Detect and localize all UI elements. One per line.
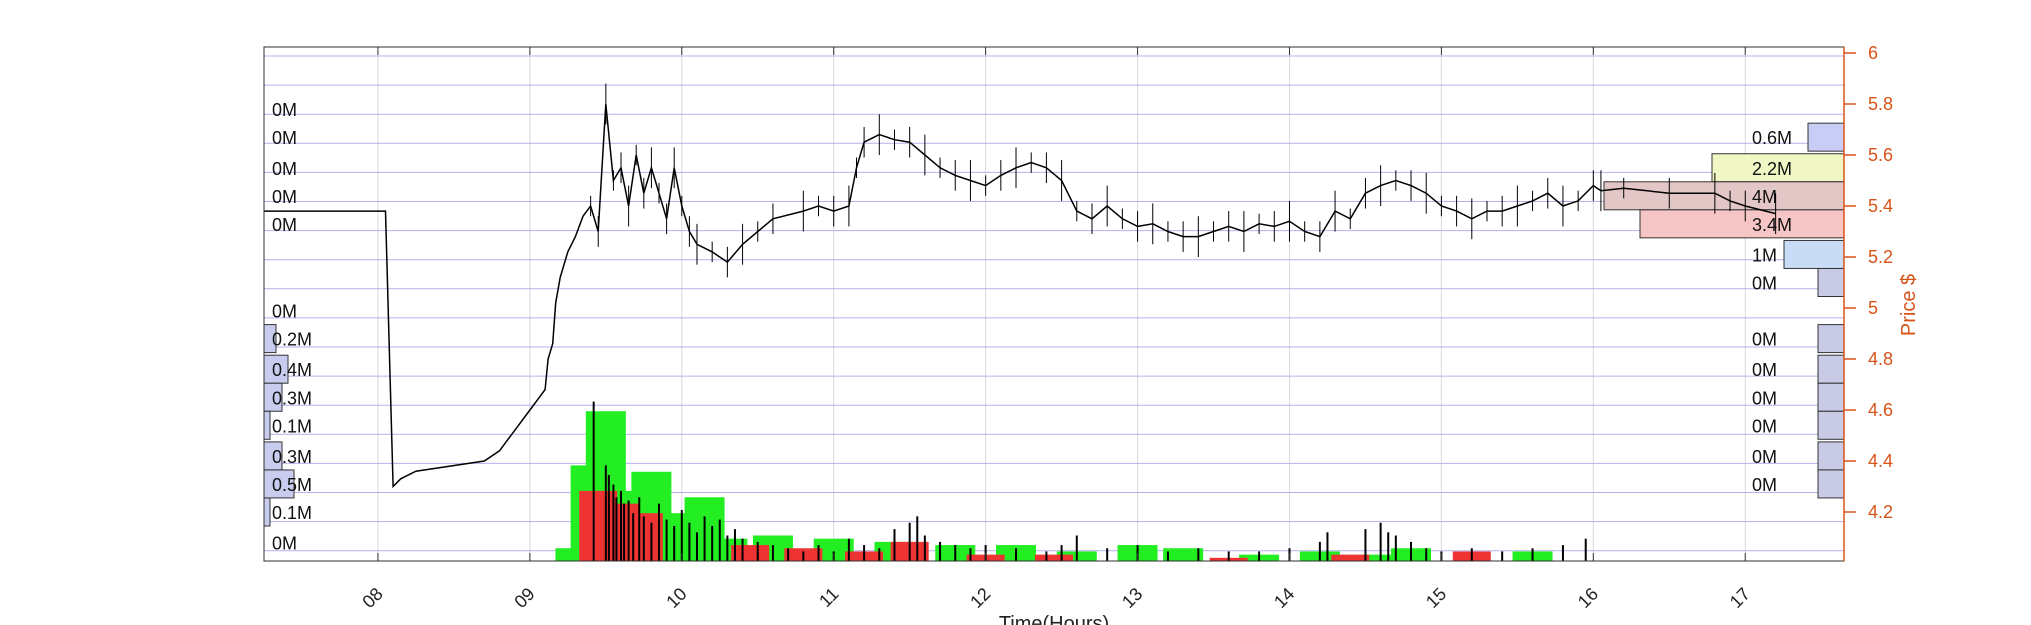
y-tick-label: 4.6 (1868, 400, 1893, 420)
x-tick-label: 14 (1270, 584, 1298, 612)
right-profile-label: 0M (1752, 416, 1777, 436)
right-profile-label: 0M (1752, 360, 1777, 380)
right-profile-bar (1817, 441, 1845, 471)
left-profile-bar (263, 497, 271, 527)
right-profile-bar (1817, 469, 1845, 499)
x-axis-label: Time(Hours) (999, 613, 1109, 625)
left-profile-bar (263, 410, 271, 440)
right-profile-bar (1807, 122, 1845, 152)
y-tick-label: 5 (1868, 298, 1878, 318)
volume-bar-down (1331, 554, 1370, 561)
left-profile-label: 0M (272, 159, 297, 179)
right-profile-bar (1603, 181, 1845, 211)
price-line (264, 103, 1776, 489)
right-profile-label: 3.4M (1752, 215, 1792, 235)
y-tick-label: 5.2 (1868, 247, 1893, 267)
left-profile-label: 0.2M (272, 330, 312, 350)
y-tick-label: 6 (1868, 43, 1878, 63)
y-tick-label: 4.8 (1868, 349, 1893, 369)
left-profile-bar (263, 354, 289, 384)
right-profile-label: 0M (1752, 274, 1777, 294)
x-tick-label: 08 (358, 584, 386, 612)
left-profile-label: 0.5M (272, 475, 312, 495)
right-profile-bar (1817, 268, 1845, 297)
right-profile-label: 1M (1752, 245, 1777, 265)
volume-bar-down (731, 545, 770, 561)
right-profile-label: 0.6M (1752, 128, 1792, 148)
right-profile-bar (1817, 354, 1845, 384)
price-series (264, 83, 1777, 489)
left-profile-label: 0.4M (272, 360, 312, 380)
right-profile-label: 4M (1752, 187, 1777, 207)
x-tick-label: 10 (662, 584, 690, 612)
plot-area-frame (263, 46, 1845, 562)
right-profile-label: 0M (1752, 330, 1777, 350)
left-profile-label: 0M (272, 215, 297, 235)
y-axis-label: Price $ (1898, 274, 1920, 336)
volume-bars (555, 401, 1587, 561)
right-profile-bar (1817, 324, 1845, 354)
left-profile-label: 0M (272, 187, 297, 207)
x-tick-label: 11 (815, 584, 842, 611)
right-profile-label: 2.2M (1752, 159, 1792, 179)
x-tick-label: 12 (966, 584, 994, 612)
left-profile-label: 0M (272, 128, 297, 148)
y-tick-label: 5.6 (1868, 145, 1893, 165)
y-tick-label: 5.8 (1868, 94, 1893, 114)
y-tick-label: 4.2 (1868, 502, 1893, 522)
left-profile-label: 0M (272, 534, 297, 554)
right-profile-bar (1817, 382, 1845, 412)
x-tick-label: 15 (1422, 584, 1450, 612)
right-profile-bar (1817, 410, 1845, 440)
right-profile-label: 0M (1752, 388, 1777, 408)
left-profile-label: 0.1M (272, 416, 312, 436)
volume-bar-down (1035, 554, 1073, 561)
volume-bar-up (1163, 548, 1204, 561)
right-profile-bar (1711, 153, 1845, 183)
x-tick-label: 13 (1118, 584, 1146, 612)
left-profile-label: 0.3M (272, 388, 312, 408)
left-profile-label: 0.3M (272, 447, 312, 467)
x-tick-label: 17 (1726, 584, 1754, 612)
x-tick-label: 09 (510, 584, 538, 612)
left-profile-label: 0M (272, 100, 297, 120)
volume-bar-up (813, 538, 854, 561)
right-profile-label: 0M (1752, 475, 1777, 495)
right-profile-label: 0M (1752, 447, 1777, 467)
left-profile-label: 0.1M (272, 503, 312, 523)
y-tick-label: 5.4 (1868, 196, 1893, 216)
right-profile-bar (1639, 209, 1845, 239)
volume-profile: 0M 0M 0M 0M 0M 0M 0.2M 0.4M 0.3M 0.1M 0.3M 0.5M 0.1M… (263, 100, 1845, 554)
y-tick-label: 4.4 (1868, 451, 1893, 471)
left-profile-label: 0M (272, 302, 297, 322)
right-profile-bar (1783, 239, 1845, 269)
grid-lines (264, 47, 1844, 561)
x-tick-label: 16 (1574, 584, 1602, 612)
left-profile-bar (263, 469, 295, 499)
